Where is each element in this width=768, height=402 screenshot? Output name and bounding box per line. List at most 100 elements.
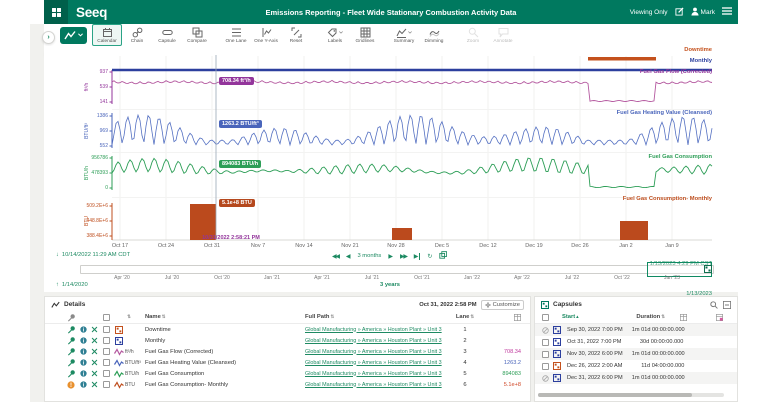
view-mode-trend-button[interactable] xyxy=(60,27,87,44)
row-checkbox[interactable] xyxy=(103,348,110,355)
item-full-path-link[interactable]: Global Manufacturing » America » Houston… xyxy=(305,371,442,377)
row-checkbox[interactable] xyxy=(103,326,110,333)
timebar-start-arrow-icon[interactable]: ↑ xyxy=(56,282,59,288)
toolbar-button-labels[interactable]: Labels xyxy=(320,24,350,46)
column-grid-icon[interactable] xyxy=(680,314,687,321)
toolbar-button-one-lane[interactable]: One Lane xyxy=(221,24,251,46)
capsules-search-icon[interactable] xyxy=(710,296,718,314)
capsule-row[interactable]: Sep 30, 2022 7:00 PM1m 01d 00:00:00.000 xyxy=(535,324,737,336)
remove-icon[interactable] xyxy=(91,370,98,377)
item-full-path-link[interactable]: Global Manufacturing » America » Houston… xyxy=(305,338,442,344)
apps-grid-icon[interactable] xyxy=(44,0,68,24)
capsules-h-scrollbar[interactable] xyxy=(538,393,724,397)
step-to-end-icon[interactable]: ▶ xyxy=(414,253,421,260)
row-checkbox[interactable] xyxy=(103,370,110,377)
capsules-collapse-icon[interactable] xyxy=(723,296,731,314)
edit-icon[interactable] xyxy=(675,7,684,18)
step-duration-label[interactable]: 3 months xyxy=(357,253,381,259)
details-row[interactable]: ift³/hFuel Gas Flow (Corrected)Global Ma… xyxy=(45,346,530,357)
row-checkbox[interactable] xyxy=(542,339,549,346)
step-back-full-icon[interactable]: ◀◀ xyxy=(332,253,339,260)
toolbar-button-annotate[interactable]: Annotate xyxy=(488,24,518,46)
toolbar-button-gridlines[interactable]: Gridlines xyxy=(350,24,380,46)
remove-icon[interactable] xyxy=(91,337,98,344)
details-row[interactable]: iMonthlyGlobal Manufacturing » America »… xyxy=(45,335,530,346)
toolbar-button-zoom[interactable]: Zoom xyxy=(458,24,488,46)
customize-button[interactable]: Customize xyxy=(481,300,524,310)
toolbar-button-capsule[interactable]: Capsule xyxy=(152,24,182,46)
column-grid-icon[interactable] xyxy=(514,314,521,321)
pin-icon[interactable] xyxy=(67,369,76,378)
row-checkbox[interactable] xyxy=(542,363,549,370)
capsule-select[interactable] xyxy=(540,351,551,358)
column-grid-stats-icon[interactable] xyxy=(716,314,723,321)
capsule-row[interactable]: Dec 31, 2022 6:00 PM1m 01d 00:00:00.000 xyxy=(535,372,737,384)
capsules-select-all[interactable] xyxy=(540,314,551,321)
capsule-select[interactable] xyxy=(540,375,551,382)
column-header-duration[interactable]: Duration⇅ xyxy=(603,314,665,320)
details-row[interactable]: iBTU/hFuel Gas ConsumptionGlobal Manufac… xyxy=(45,368,530,379)
pin-icon[interactable] xyxy=(67,313,76,322)
remove-icon[interactable] xyxy=(91,381,98,388)
timebar-track[interactable] xyxy=(80,265,714,274)
column-header-start[interactable]: Start▴ xyxy=(562,314,578,320)
details-row[interactable]: !iBTUFuel Gas Consumption- MonthlyGlobal… xyxy=(45,379,530,390)
details-row[interactable]: iDowntimeGlobal Manufacturing » America … xyxy=(45,324,530,335)
trend-chart[interactable]: 937539141ft³/h1386969552BTU/ft³956786478… xyxy=(44,46,738,292)
toolbar-button-dimming[interactable]: Dimming xyxy=(419,24,449,46)
step-back-half-icon[interactable]: ◀ xyxy=(346,253,351,260)
row-checkbox[interactable] xyxy=(103,359,110,366)
scrollbar-thumb[interactable] xyxy=(538,393,692,397)
auto-update-icon[interactable] xyxy=(439,251,447,261)
row-checkbox[interactable] xyxy=(103,337,110,344)
timebar-start-date[interactable]: 1/14/2020 xyxy=(62,282,88,288)
capsule-row[interactable]: Nov 30, 2022 6:00 PM1m 01d 00:00:00.000 xyxy=(535,348,737,360)
columns-config-icon[interactable] xyxy=(485,314,530,321)
warning-icon[interactable]: ! xyxy=(67,381,75,389)
pin-icon[interactable] xyxy=(67,325,76,334)
remove-icon[interactable] xyxy=(91,348,98,355)
row-checkbox[interactable] xyxy=(542,351,549,358)
hamburger-menu-icon[interactable] xyxy=(722,7,732,17)
pin-icon[interactable] xyxy=(67,347,76,356)
info-icon[interactable]: i xyxy=(80,337,87,344)
item-full-path-link[interactable]: Global Manufacturing » America » Houston… xyxy=(305,360,442,366)
step-forward-full-icon[interactable]: ▶▶ xyxy=(400,253,407,260)
expand-left-panel-chevron[interactable]: › xyxy=(42,31,55,44)
details-row[interactable]: iBTU/ft³Fuel Gas Heating Value (Cleansed… xyxy=(45,357,530,368)
select-all-checkbox[interactable] xyxy=(103,314,110,321)
capsule-row[interactable]: Dec 26, 2022 2:00 AM11d 04:00:00.000 xyxy=(535,360,737,372)
range-start-arrow-icon[interactable]: ↓ xyxy=(56,252,59,258)
pin-icon[interactable] xyxy=(67,336,76,345)
column-header-lane[interactable]: Lane⇅ xyxy=(445,314,485,320)
capsule-row[interactable]: Oct 31, 2022 7:00 PM30d 00:00:00.000 xyxy=(535,336,737,348)
toolbar-button-calendar[interactable]: Calendar xyxy=(92,24,122,46)
remove-icon[interactable] xyxy=(91,326,98,333)
toolbar-button-reset[interactable]: Reset xyxy=(281,24,311,46)
refresh-icon[interactable]: ↻ xyxy=(427,253,432,260)
column-header-full-path[interactable]: Full Path⇅ xyxy=(305,314,445,320)
toolbar-button-chain[interactable]: Chain xyxy=(122,24,152,46)
display-range-start[interactable]: 10/14/2022 11:29 AM CDT xyxy=(62,252,130,258)
user-name[interactable]: Mark xyxy=(701,9,715,16)
capsule-select[interactable] xyxy=(540,363,551,370)
toolbar-button-compare[interactable]: Compare xyxy=(182,24,212,46)
capsule-columns-icons[interactable] xyxy=(665,314,737,321)
item-full-path-link[interactable]: Global Manufacturing » America » Houston… xyxy=(305,327,442,333)
info-icon[interactable]: i xyxy=(80,348,87,355)
info-icon[interactable]: i xyxy=(80,370,87,377)
toolbar-button-one-y-axis[interactable]: One Y-Axis xyxy=(251,24,281,46)
column-header-name[interactable]: Name⇅ xyxy=(145,314,305,320)
remove-icon[interactable] xyxy=(91,359,98,366)
item-full-path-link[interactable]: Global Manufacturing » America » Houston… xyxy=(305,349,442,355)
pin-icon[interactable] xyxy=(67,358,76,367)
row-checkbox[interactable] xyxy=(103,381,110,388)
info-icon[interactable]: i xyxy=(80,381,87,388)
info-icon[interactable]: i xyxy=(80,359,87,366)
step-forward-half-icon[interactable]: ▶ xyxy=(388,253,393,260)
sort-icon[interactable]: ⇅ xyxy=(127,314,131,320)
toolbar-button-summary[interactable]: Summary xyxy=(389,24,419,46)
capsule-select[interactable] xyxy=(540,327,551,334)
item-full-path-link[interactable]: Global Manufacturing » America » Houston… xyxy=(305,382,442,388)
info-icon[interactable]: i xyxy=(80,326,87,333)
